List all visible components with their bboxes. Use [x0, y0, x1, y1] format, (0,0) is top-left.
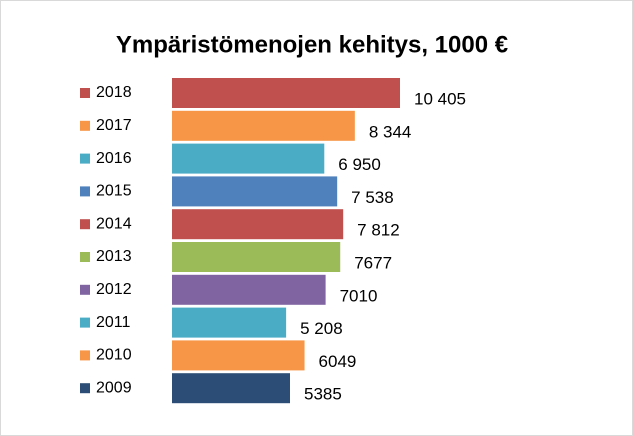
value-label: 5385: [304, 385, 342, 404]
value-label: 5 208: [300, 319, 343, 338]
category-label: 2015: [96, 183, 132, 200]
value-label: 6 950: [338, 155, 381, 174]
bar: [172, 176, 338, 207]
bar: [172, 307, 287, 338]
value-label: 7 538: [351, 188, 394, 207]
value-label: 7677: [354, 253, 392, 272]
legend-swatch: [80, 383, 90, 394]
category-label: 2012: [96, 281, 132, 298]
category-label: 2011: [96, 314, 131, 331]
legend-swatch: [80, 186, 90, 197]
value-label: 10 405: [414, 89, 466, 108]
bar: [172, 110, 355, 141]
chart-title: Ympäristömenojen kehitys, 1000 €: [116, 31, 508, 58]
bar: [172, 209, 344, 240]
category-label: 2018: [96, 84, 132, 101]
bar: [172, 340, 305, 371]
legend-swatch: [80, 252, 90, 262]
bar: [172, 373, 290, 404]
value-label: 7010: [340, 286, 378, 305]
category-label: 2016: [96, 150, 132, 167]
legend-swatch: [80, 317, 90, 328]
legend-swatch: [80, 153, 90, 164]
bar: [172, 78, 400, 108]
value-label: 6049: [319, 352, 357, 371]
category-label: 2009: [96, 379, 132, 396]
category-label: 2010: [96, 347, 132, 364]
legend-swatch: [80, 350, 90, 361]
legend-swatch: [80, 284, 90, 295]
category-label: 2013: [96, 248, 132, 265]
category-label: 2014: [96, 215, 132, 232]
bar: [172, 242, 341, 272]
category-label: 2017: [96, 117, 132, 134]
legend-swatch: [80, 120, 90, 131]
value-label: 7 812: [357, 221, 400, 240]
legend-swatch: [80, 88, 90, 98]
bar: [172, 274, 326, 305]
value-label: 8 344: [369, 122, 412, 141]
legend-swatch: [80, 219, 90, 230]
bar: [172, 143, 325, 174]
